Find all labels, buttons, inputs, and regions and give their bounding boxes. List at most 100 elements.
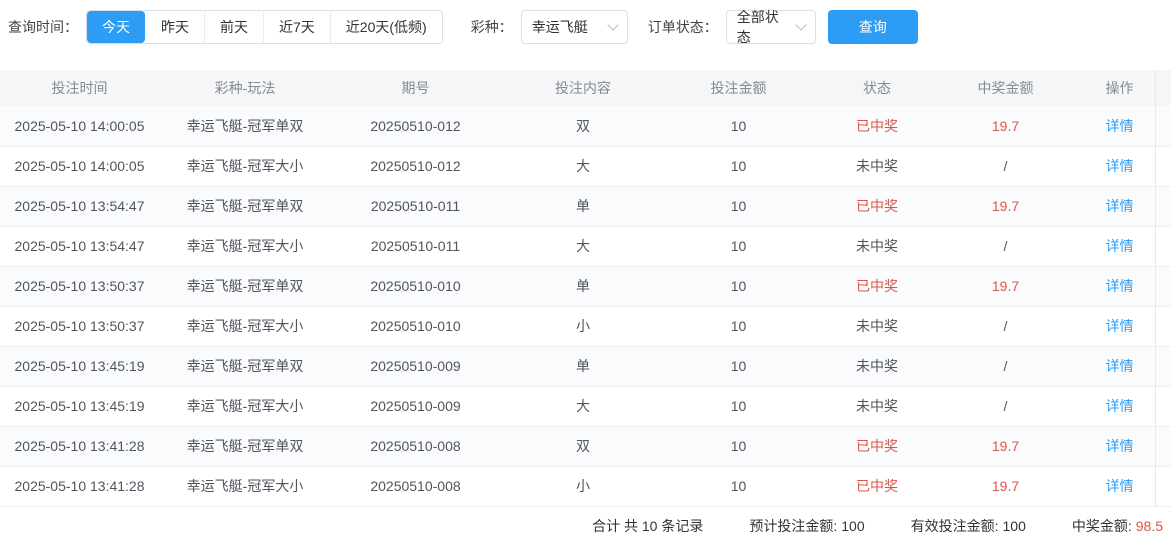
lottery-type-value: 幸运飞艇: [531, 19, 588, 35]
lottery-type-label: 彩种：: [470, 19, 513, 35]
col-bet-time: 投注时间: [0, 70, 159, 106]
cell-bet-amount: 10: [666, 106, 811, 147]
order-status-value: 全部状态: [736, 9, 779, 45]
cell-prize: 19.7: [943, 466, 1068, 507]
cell-bet-time: 2025-05-10 13:54:47: [0, 186, 159, 227]
time-filter-option-1[interactable]: 昨天: [145, 11, 204, 43]
cell-game-play: 幸运飞艇-冠军大小: [159, 306, 331, 347]
cell-bet-content: 单: [500, 266, 666, 307]
time-filter-option-2[interactable]: 前天: [204, 11, 263, 43]
time-filter-group: 今天 昨天 前天 近7天 近20天(低频): [86, 10, 443, 44]
table-row: 2025-05-10 13:54:47 幸运飞艇-冠军单双 20250510-0…: [0, 186, 1171, 227]
cell-bet-time: 2025-05-10 13:41:28: [0, 466, 159, 507]
cell-bet-amount: 10: [666, 466, 811, 507]
table-row: 2025-05-10 14:00:05 幸运飞艇-冠军单双 20250510-0…: [0, 106, 1171, 147]
col-action: 操作: [1068, 70, 1171, 106]
cell-game-play: 幸运飞艇-冠军大小: [159, 386, 331, 427]
time-filter-option-3[interactable]: 近7天: [263, 11, 330, 43]
detail-link[interactable]: 详情: [1105, 198, 1134, 214]
summary-expected: 预计投注金额: 100: [749, 516, 864, 536]
cell-action: 详情: [1068, 146, 1171, 187]
summary-valid-value: 100: [1002, 518, 1026, 534]
cell-bet-time: 2025-05-10 13:45:19: [0, 346, 159, 387]
col-bet-amount: 投注金额: [666, 70, 811, 106]
cell-status: 未中奖: [811, 386, 943, 427]
cell-issue: 20250510-008: [331, 466, 500, 507]
cell-bet-amount: 10: [666, 226, 811, 267]
table-row: 2025-05-10 13:45:19 幸运飞艇-冠军大小 20250510-0…: [0, 386, 1171, 427]
lottery-type-select[interactable]: 幸运飞艇: [520, 10, 628, 44]
cell-status: 已中奖: [811, 426, 943, 467]
cell-status: 未中奖: [811, 146, 943, 187]
detail-link[interactable]: 详情: [1105, 117, 1134, 134]
col-issue: 期号: [331, 70, 500, 106]
summary-valid-label: 有效投注金额:: [910, 518, 999, 534]
cell-game-play: 幸运飞艇-冠军单双: [159, 426, 331, 467]
query-button[interactable]: 查询: [827, 10, 918, 44]
order-status-select[interactable]: 全部状态: [725, 9, 816, 45]
cell-action: 详情: [1068, 386, 1171, 427]
cell-bet-content: 小: [500, 306, 666, 347]
summary-prize-label: 中奖金额:: [1071, 518, 1132, 534]
col-status: 状态: [811, 70, 943, 106]
detail-link[interactable]: 详情: [1105, 358, 1134, 374]
cell-bet-content: 单: [500, 186, 666, 227]
cell-action: 详情: [1068, 226, 1171, 267]
cell-bet-content: 大: [500, 226, 666, 267]
detail-link[interactable]: 详情: [1105, 238, 1134, 254]
cell-bet-content: 大: [500, 146, 666, 187]
table-row: 2025-05-10 13:54:47 幸运飞艇-冠军大小 20250510-0…: [0, 226, 1171, 267]
cell-game-play: 幸运飞艇-冠军大小: [159, 466, 331, 507]
records-table-wrap: 投注时间 彩种-玩法 期号 投注内容 投注金额 状态 中奖金额 操作 2025-…: [0, 70, 1171, 507]
detail-link[interactable]: 详情: [1105, 398, 1134, 414]
cell-bet-time: 2025-05-10 13:50:37: [0, 306, 159, 347]
cell-bet-amount: 10: [666, 306, 811, 347]
table-row: 2025-05-10 14:00:05 幸运飞艇-冠军大小 20250510-0…: [0, 146, 1171, 187]
col-prize: 中奖金额: [943, 70, 1068, 106]
cell-bet-amount: 10: [666, 346, 811, 387]
cell-status: 已中奖: [811, 266, 943, 307]
cell-prize: 19.7: [943, 106, 1068, 147]
cell-bet-time: 2025-05-10 13:45:19: [0, 386, 159, 427]
chevron-down-icon: [607, 19, 619, 31]
cell-game-play: 幸运飞艇-冠军单双: [159, 186, 331, 227]
cell-game-play: 幸运飞艇-冠军单双: [159, 266, 331, 307]
col-bet-content: 投注内容: [500, 70, 666, 106]
cell-issue: 20250510-009: [331, 386, 500, 427]
time-filter-option-0[interactable]: 今天: [87, 11, 145, 43]
cell-prize: /: [943, 306, 1068, 347]
cell-issue: 20250510-011: [331, 186, 500, 227]
summary-prize-value: 98.5: [1135, 518, 1163, 534]
cell-issue: 20250510-012: [331, 146, 500, 187]
cell-status: 已中奖: [811, 186, 943, 227]
table-row: 2025-05-10 13:41:28 幸运飞艇-冠军单双 20250510-0…: [0, 426, 1171, 467]
cell-issue: 20250510-009: [331, 346, 500, 387]
col-game-play: 彩种-玩法: [159, 70, 331, 106]
cell-prize: 19.7: [943, 426, 1068, 467]
cell-action: 详情: [1068, 186, 1171, 227]
cell-bet-content: 双: [500, 106, 666, 147]
summary-bar: 合计 共 10 条记录 预计投注金额: 100 有效投注金额: 100 中奖金额: 9…: [0, 507, 1171, 546]
cell-action: 详情: [1068, 266, 1171, 307]
table-header: 投注时间 彩种-玩法 期号 投注内容 投注金额 状态 中奖金额 操作: [0, 70, 1171, 106]
time-filter-option-4[interactable]: 近20天(低频): [329, 11, 442, 43]
cell-bet-amount: 10: [666, 266, 811, 307]
filter-bar: 查询时间： 今天 昨天 前天 近7天 近20天(低频) 彩种： 幸运飞艇 订单状态： 全…: [0, 0, 1171, 54]
detail-link[interactable]: 详情: [1105, 278, 1134, 294]
summary-prize: 中奖金额: 98.5: [1072, 516, 1163, 536]
cell-action: 详情: [1068, 346, 1171, 387]
cell-action: 详情: [1068, 466, 1171, 507]
summary-valid: 有效投注金额: 100: [911, 516, 1026, 536]
cell-prize: /: [943, 386, 1068, 427]
order-status-label: 订单状态：: [647, 19, 718, 35]
detail-link[interactable]: 详情: [1105, 318, 1134, 334]
cell-prize: /: [943, 226, 1068, 267]
cell-game-play: 幸运飞艇-冠军大小: [159, 226, 331, 267]
detail-link[interactable]: 详情: [1105, 478, 1134, 494]
query-time-label: 查询时间：: [8, 19, 78, 35]
cell-issue: 20250510-010: [331, 306, 500, 347]
detail-link[interactable]: 详情: [1105, 158, 1134, 174]
cell-game-play: 幸运飞艇-冠军单双: [159, 346, 331, 387]
detail-link[interactable]: 详情: [1105, 438, 1134, 454]
